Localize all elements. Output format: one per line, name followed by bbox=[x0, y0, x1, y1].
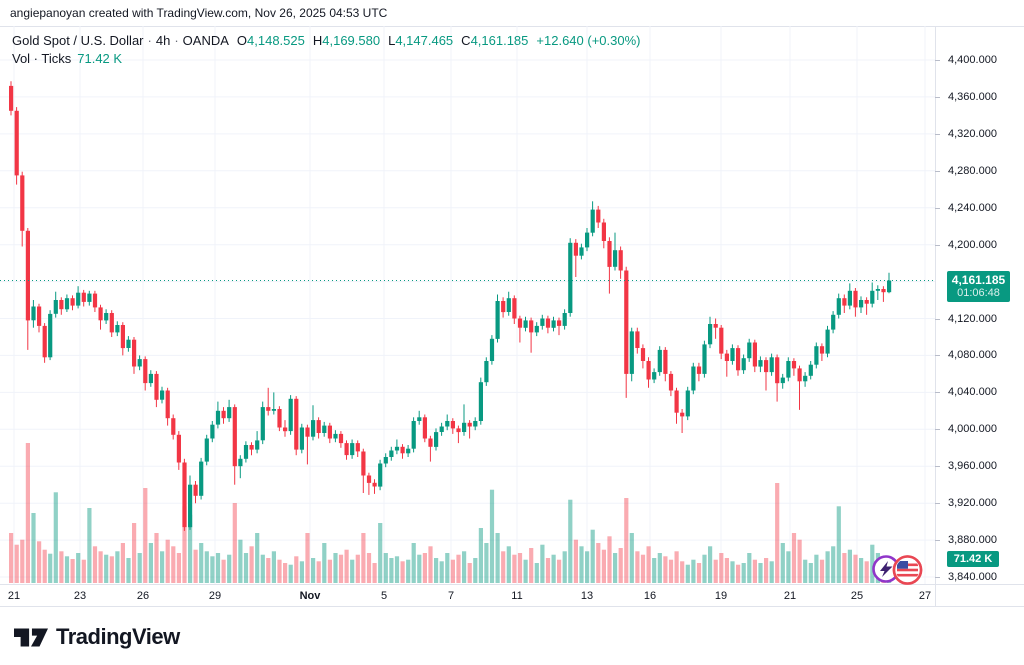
volume-indicator-value: 71.42 K bbox=[77, 51, 123, 66]
change-value: +12.640 (+0.30%) bbox=[536, 33, 641, 48]
attribution-text: angiepanoyan created with TradingView.co… bbox=[10, 6, 388, 20]
price-axis-label: 4,400.000 bbox=[948, 54, 997, 66]
time-axis-label: 25 bbox=[850, 590, 864, 602]
price-axis-tick bbox=[935, 577, 940, 579]
tradingview-logo[interactable]: TradingView bbox=[14, 624, 180, 650]
price-axis-label: 4,120.000 bbox=[948, 312, 997, 325]
symbol-title[interactable]: Gold Spot / U.S. Dollar bbox=[12, 33, 144, 48]
interval-label[interactable]: 4h bbox=[155, 33, 171, 48]
time-axis-label: 23 bbox=[73, 590, 87, 602]
price-axis-label: 4,080.000 bbox=[948, 349, 997, 362]
symbol-logo-pair bbox=[871, 550, 925, 590]
price-axis-label: 3,960.000 bbox=[948, 460, 997, 473]
price-axis-tick bbox=[935, 429, 940, 431]
price-axis-tick bbox=[935, 170, 940, 172]
time-axis-label: 16 bbox=[643, 590, 657, 602]
last-price-badge: 4,161.185 01:06:48 bbox=[947, 271, 1010, 303]
volume-legend: Vol · Ticks 71.42 K bbox=[12, 51, 122, 66]
tradingview-logo-text: TradingView bbox=[56, 624, 180, 649]
price-axis-label: 3,840.000 bbox=[948, 571, 997, 584]
price-axis-tick bbox=[935, 60, 940, 61]
price-axis-label: 3,880.000 bbox=[948, 534, 997, 547]
time-axis-label: 11 bbox=[511, 590, 523, 602]
price-axis-label: 4,320.000 bbox=[948, 127, 997, 140]
time-axis-label: 5 bbox=[380, 590, 388, 602]
time-axis-label: 29 bbox=[208, 590, 222, 602]
bar-countdown: 01:06:48 bbox=[957, 287, 1000, 300]
volume-value-badge: 71.42 K bbox=[947, 551, 999, 567]
time-axis-label: 13 bbox=[580, 590, 594, 602]
price-axis-tick bbox=[935, 96, 940, 98]
price-axis-label: 4,000.000 bbox=[948, 423, 997, 436]
price-axis-label: 4,280.000 bbox=[948, 164, 997, 177]
time-axis-label: Nov bbox=[299, 590, 321, 602]
legend-separator: · bbox=[147, 33, 152, 48]
price-axis-tick bbox=[935, 318, 940, 320]
price-axis-tick bbox=[935, 466, 940, 468]
time-axis-label: 26 bbox=[136, 590, 150, 602]
price-axis-separator bbox=[935, 26, 936, 606]
pane-border-bottom bbox=[0, 606, 1024, 607]
price-axis-tick bbox=[935, 392, 940, 394]
price-axis-label: 4,040.000 bbox=[948, 386, 997, 399]
time-axis-label: 21 bbox=[783, 590, 797, 602]
price-axis-label: 3,920.000 bbox=[948, 497, 997, 510]
time-axis-label: 27 bbox=[918, 590, 932, 602]
time-axis-label: 7 bbox=[447, 590, 455, 602]
time-axis-label: 19 bbox=[714, 590, 728, 602]
price-axis-tick bbox=[935, 207, 940, 209]
open-value: O4,148.525 bbox=[236, 33, 305, 48]
pane-border-top bbox=[0, 26, 1024, 27]
price-axis-tick bbox=[935, 540, 940, 542]
legend-separator: · bbox=[174, 33, 179, 48]
time-axis-separator bbox=[0, 584, 1024, 585]
low-value: L4,147.465 bbox=[388, 33, 454, 48]
price-axis-tick bbox=[935, 133, 940, 135]
price-axis-tick bbox=[935, 355, 940, 357]
price-axis-tick bbox=[935, 244, 940, 246]
symbol-legend: Gold Spot / U.S. Dollar · 4h · OANDA O4,148.5… bbox=[12, 33, 640, 48]
price-axis-label: 4,360.000 bbox=[948, 90, 997, 103]
volume-indicator-label[interactable]: Vol · Ticks bbox=[12, 51, 72, 66]
time-axis-label: 21 bbox=[7, 590, 21, 602]
price-axis-label: 4,200.000 bbox=[948, 238, 997, 251]
us-flag-icon bbox=[892, 555, 923, 585]
price-axis-label: 4,240.000 bbox=[948, 201, 997, 214]
price-axis-tick bbox=[935, 503, 940, 505]
last-price-value: 4,161.185 bbox=[951, 273, 1006, 288]
close-value: C4,161.185 bbox=[461, 33, 529, 48]
high-value: H4,169.580 bbox=[312, 33, 381, 48]
tradingview-logo-icon bbox=[14, 628, 48, 647]
exchange-label: OANDA bbox=[182, 33, 229, 48]
